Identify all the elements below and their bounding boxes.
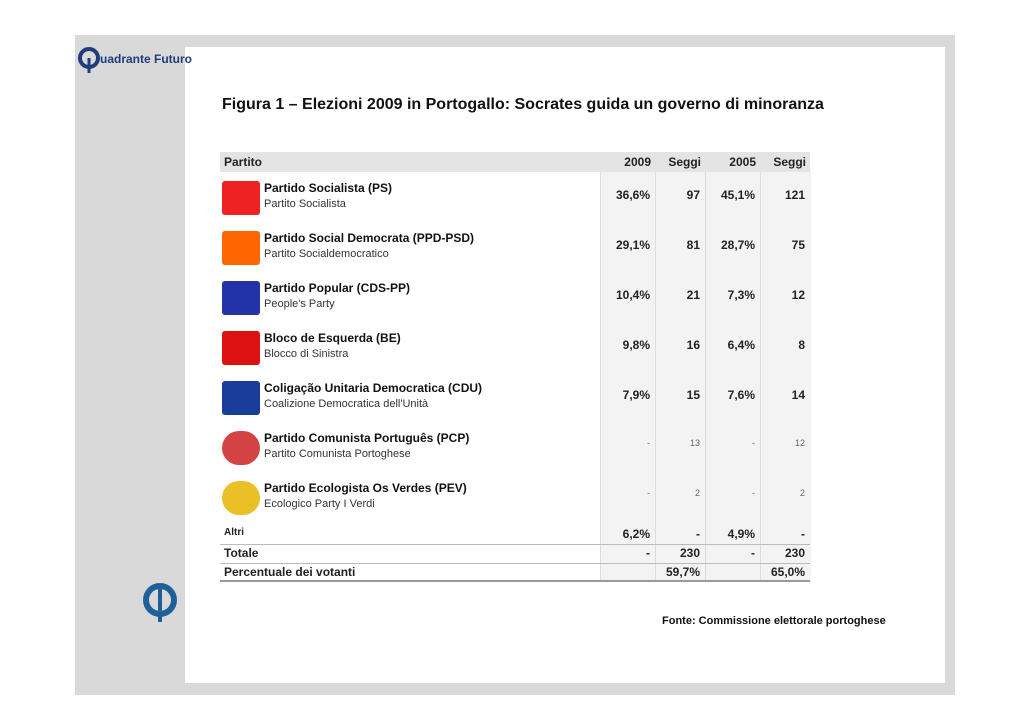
- value-cell: 6,4%: [727, 338, 755, 352]
- column-shade: [760, 172, 811, 582]
- party-subname: Ecologico Party I Verdi: [264, 498, 375, 510]
- value-cell: 81: [686, 238, 700, 252]
- value-cell: 75: [791, 238, 805, 252]
- totale-cell: 230: [679, 546, 700, 560]
- party-name: Partido Comunista Português (PCP): [264, 431, 470, 445]
- party-logo: [222, 431, 260, 465]
- altri-cell: 6,2%: [622, 527, 650, 541]
- value-cell: 97: [686, 188, 700, 202]
- column-shade: [600, 172, 656, 582]
- percentuale-cell: 65,0%: [770, 565, 805, 579]
- brand-logo: [78, 47, 100, 73]
- value-cell: 36,6%: [615, 188, 650, 202]
- party-subname: Partito Socialista: [264, 198, 346, 210]
- party-name: Coligação Unitaria Democratica (CDU): [264, 381, 483, 395]
- party-subname: Blocco di Sinistra: [264, 348, 349, 360]
- party-name: Bloco de Esquerda (BE): [264, 331, 401, 345]
- totale-cell: -: [751, 546, 755, 560]
- value-cell: 12: [794, 438, 805, 448]
- divider: [220, 580, 810, 582]
- column-shade: [705, 172, 761, 582]
- header-cell: 2009: [600, 152, 655, 172]
- figure-title: Figura 1 – Elezioni 2009 in Portogallo: …: [222, 96, 824, 113]
- altri-cell: -: [696, 527, 700, 541]
- altri-cell: -: [801, 527, 805, 541]
- party-subname: Partito Socialdemocratico: [264, 248, 389, 260]
- party-logo: [222, 181, 260, 215]
- column-shade: [655, 172, 706, 582]
- party-name: Partido Popular (CDS-PP): [264, 281, 411, 295]
- value-cell: 8: [798, 338, 805, 352]
- figure-logo: [143, 583, 177, 622]
- value-cell: 29,1%: [615, 238, 650, 252]
- value-cell: 10,4%: [615, 288, 650, 302]
- totale-cell: 230: [784, 546, 805, 560]
- value-cell: 7,9%: [622, 388, 650, 402]
- party-logo: [222, 481, 260, 515]
- header-cell: Partito: [220, 152, 600, 172]
- header-cell: Seggi: [760, 152, 810, 172]
- percentuale-cell: 59,7%: [665, 565, 700, 579]
- brand-name: uadrante Futuro: [100, 52, 192, 66]
- value-cell: 28,7%: [720, 238, 755, 252]
- party-logo: [222, 331, 260, 365]
- party-subname: Coalizione Democratica dell'Unità: [264, 398, 429, 410]
- value-cell: 121: [784, 188, 805, 202]
- party-name: Partido Social Democrata (PPD-PSD): [264, 231, 475, 245]
- results-table: Partito 2009 Seggi 2005 Seggi Partido Sociali…: [220, 152, 811, 582]
- value-cell: 14: [791, 388, 805, 402]
- altri-cell: Altri: [224, 527, 244, 538]
- value-cell: -: [752, 488, 755, 498]
- party-name: Partido Socialista (PS): [264, 181, 393, 195]
- percentuale-cell: Percentuale dei votanti: [224, 565, 356, 579]
- party-logo: [222, 231, 260, 265]
- value-cell: 21: [686, 288, 700, 302]
- value-cell: 45,1%: [720, 188, 755, 202]
- value-cell: 7,6%: [727, 388, 755, 402]
- value-cell: 15: [686, 388, 700, 402]
- value-cell: 7,3%: [727, 288, 755, 302]
- value-cell: -: [647, 438, 650, 448]
- value-cell: -: [647, 488, 650, 498]
- value-cell: 12: [791, 288, 805, 302]
- header-cell: 2005: [705, 152, 760, 172]
- altri-cell: 4,9%: [727, 527, 755, 541]
- party-logo: [222, 381, 260, 415]
- party-logo: [222, 281, 260, 315]
- source-note: Fonte: Commissione elettorale portoghese: [662, 615, 886, 627]
- totale-cell: Totale: [224, 546, 259, 560]
- divider: [220, 544, 810, 545]
- value-cell: 13: [689, 438, 700, 448]
- party-subname: Partito Comunista Portoghese: [264, 448, 411, 460]
- value-cell: -: [752, 438, 755, 448]
- value-cell: 2: [694, 488, 700, 498]
- value-cell: 2: [799, 488, 805, 498]
- party-name: Partido Ecologista Os Verdes (PEV): [264, 481, 467, 495]
- header-cell: Seggi: [655, 152, 705, 172]
- divider: [220, 563, 810, 564]
- value-cell: 16: [686, 338, 700, 352]
- value-cell: 9,8%: [622, 338, 650, 352]
- party-subname: People's Party: [264, 298, 335, 310]
- totale-cell: -: [646, 546, 650, 560]
